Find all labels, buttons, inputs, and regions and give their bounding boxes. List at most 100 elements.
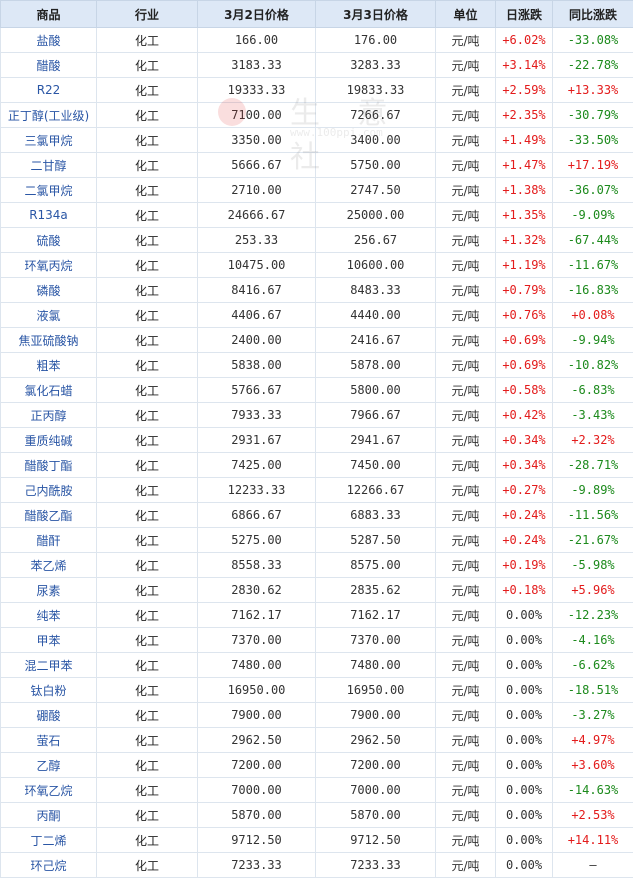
product-name-link[interactable]: 丁二烯 — [0, 827, 97, 853]
table-row: 磷酸 化工 8416.67 8483.33 元/吨 +0.79% -16.83% — [0, 277, 633, 303]
industry-cell: 化工 — [96, 252, 198, 278]
price-mar2-cell: 7370.00 — [197, 627, 316, 653]
unit-cell: 元/吨 — [435, 277, 496, 303]
price-mar2-cell: 19333.33 — [197, 77, 316, 103]
yoy-change-cell: -18.51% — [552, 677, 633, 703]
product-name-link[interactable]: 二氯甲烷 — [0, 177, 97, 203]
unit-cell: 元/吨 — [435, 427, 496, 453]
product-name-link[interactable]: 磷酸 — [0, 277, 97, 303]
daily-change-cell: +1.49% — [495, 127, 553, 153]
daily-change-cell: +0.76% — [495, 302, 553, 328]
daily-change-cell: +1.35% — [495, 202, 553, 228]
table-row: 丁二烯 化工 9712.50 9712.50 元/吨 0.00% +14.11% — [0, 827, 633, 853]
price-mar3-cell: 8575.00 — [315, 552, 436, 578]
header-product[interactable]: 商品 — [0, 0, 97, 28]
unit-cell: 元/吨 — [435, 352, 496, 378]
price-mar3-cell: 2962.50 — [315, 727, 436, 753]
price-mar2-cell: 5870.00 — [197, 802, 316, 828]
product-name-link[interactable]: 混二甲苯 — [0, 652, 97, 678]
table-row: 二甘醇 化工 5666.67 5750.00 元/吨 +1.47% +17.19% — [0, 152, 633, 178]
price-mar2-cell: 7233.33 — [197, 852, 316, 878]
table-row: 醋酐 化工 5275.00 5287.50 元/吨 +0.24% -21.67% — [0, 527, 633, 553]
daily-change-cell: +1.32% — [495, 227, 553, 253]
price-mar3-cell: 256.67 — [315, 227, 436, 253]
header-daily-change[interactable]: 日涨跌 — [495, 0, 553, 28]
header-row: 商品 行业 3月2日价格 3月3日价格 单位 日涨跌 同比涨跌 — [0, 0, 633, 28]
unit-cell: 元/吨 — [435, 127, 496, 153]
daily-change-cell: +3.14% — [495, 52, 553, 78]
product-name-link[interactable]: 正丁醇(工业级) — [0, 102, 97, 128]
product-name-link[interactable]: 醋酸乙酯 — [0, 502, 97, 528]
header-yoy-change[interactable]: 同比涨跌 — [552, 0, 633, 28]
product-name-link[interactable]: 醋酐 — [0, 527, 97, 553]
product-name-link[interactable]: 己内酰胺 — [0, 477, 97, 503]
table-row: 正丁醇(工业级) 化工 7100.00 7266.67 元/吨 +2.35% -30.79% — [0, 102, 633, 128]
unit-cell: 元/吨 — [435, 177, 496, 203]
table-row: R22 化工 19333.33 19833.33 元/吨 +2.59% +13.33% — [0, 77, 633, 103]
product-name-link[interactable]: R134a — [0, 202, 97, 228]
product-name-link[interactable]: 甲苯 — [0, 627, 97, 653]
unit-cell: 元/吨 — [435, 102, 496, 128]
daily-change-cell: 0.00% — [495, 602, 553, 628]
daily-change-cell: +0.24% — [495, 527, 553, 553]
table-row: 环己烷 化工 7233.33 7233.33 元/吨 0.00% — — [0, 852, 633, 878]
price-mar3-cell: 7162.17 — [315, 602, 436, 628]
price-mar3-cell: 7000.00 — [315, 777, 436, 803]
unit-cell: 元/吨 — [435, 202, 496, 228]
yoy-change-cell: +14.11% — [552, 827, 633, 853]
product-name-link[interactable]: 环氧丙烷 — [0, 252, 97, 278]
price-mar2-cell: 5838.00 — [197, 352, 316, 378]
daily-change-cell: 0.00% — [495, 852, 553, 878]
industry-cell: 化工 — [96, 102, 198, 128]
product-name-link[interactable]: 纯苯 — [0, 602, 97, 628]
table-row: 硫酸 化工 253.33 256.67 元/吨 +1.32% -67.44% — [0, 227, 633, 253]
price-mar2-cell: 3183.33 — [197, 52, 316, 78]
product-name-link[interactable]: 粗苯 — [0, 352, 97, 378]
product-name-link[interactable]: 萤石 — [0, 727, 97, 753]
product-name-link[interactable]: 三氯甲烷 — [0, 127, 97, 153]
yoy-change-cell: -36.07% — [552, 177, 633, 203]
product-name-link[interactable]: 环氧乙烷 — [0, 777, 97, 803]
unit-cell: 元/吨 — [435, 577, 496, 603]
daily-change-cell: 0.00% — [495, 752, 553, 778]
product-name-link[interactable]: 盐酸 — [0, 27, 97, 53]
product-name-link[interactable]: 尿素 — [0, 577, 97, 603]
product-name-link[interactable]: 硼酸 — [0, 702, 97, 728]
price-mar2-cell: 3350.00 — [197, 127, 316, 153]
product-name-link[interactable]: 液氯 — [0, 302, 97, 328]
product-name-link[interactable]: 环己烷 — [0, 852, 97, 878]
yoy-change-cell: -5.98% — [552, 552, 633, 578]
price-mar2-cell: 5275.00 — [197, 527, 316, 553]
product-name-link[interactable]: 乙醇 — [0, 752, 97, 778]
product-name-link[interactable]: 丙酮 — [0, 802, 97, 828]
header-industry[interactable]: 行业 — [96, 0, 198, 28]
product-name-link[interactable]: 氯化石蜡 — [0, 377, 97, 403]
product-name-link[interactable]: 二甘醇 — [0, 152, 97, 178]
price-mar3-cell: 16950.00 — [315, 677, 436, 703]
unit-cell: 元/吨 — [435, 777, 496, 803]
product-name-link[interactable]: R22 — [0, 77, 97, 103]
product-name-link[interactable]: 焦亚硫酸钠 — [0, 327, 97, 353]
table-row: 己内酰胺 化工 12233.33 12266.67 元/吨 +0.27% -9.89% — [0, 477, 633, 503]
table-row: 醋酸乙酯 化工 6866.67 6883.33 元/吨 +0.24% -11.56% — [0, 502, 633, 528]
product-name-link[interactable]: 醋酸丁酯 — [0, 452, 97, 478]
product-name-link[interactable]: 苯乙烯 — [0, 552, 97, 578]
table-row: 丙酮 化工 5870.00 5870.00 元/吨 0.00% +2.53% — [0, 802, 633, 828]
price-mar2-cell: 8416.67 — [197, 277, 316, 303]
unit-cell: 元/吨 — [435, 802, 496, 828]
price-mar3-cell: 3283.33 — [315, 52, 436, 78]
table-row: 二氯甲烷 化工 2710.00 2747.50 元/吨 +1.38% -36.07% — [0, 177, 633, 203]
daily-change-cell: +0.18% — [495, 577, 553, 603]
table-row: 萤石 化工 2962.50 2962.50 元/吨 0.00% +4.97% — [0, 727, 633, 753]
header-price-mar3[interactable]: 3月3日价格 — [315, 0, 436, 28]
header-price-mar2[interactable]: 3月2日价格 — [197, 0, 316, 28]
product-name-link[interactable]: 醋酸 — [0, 52, 97, 78]
product-name-link[interactable]: 硫酸 — [0, 227, 97, 253]
unit-cell: 元/吨 — [435, 452, 496, 478]
product-name-link[interactable]: 钛白粉 — [0, 677, 97, 703]
header-unit[interactable]: 单位 — [435, 0, 496, 28]
product-name-link[interactable]: 正丙醇 — [0, 402, 97, 428]
yoy-change-cell: +0.08% — [552, 302, 633, 328]
product-name-link[interactable]: 重质纯碱 — [0, 427, 97, 453]
price-mar3-cell: 2747.50 — [315, 177, 436, 203]
